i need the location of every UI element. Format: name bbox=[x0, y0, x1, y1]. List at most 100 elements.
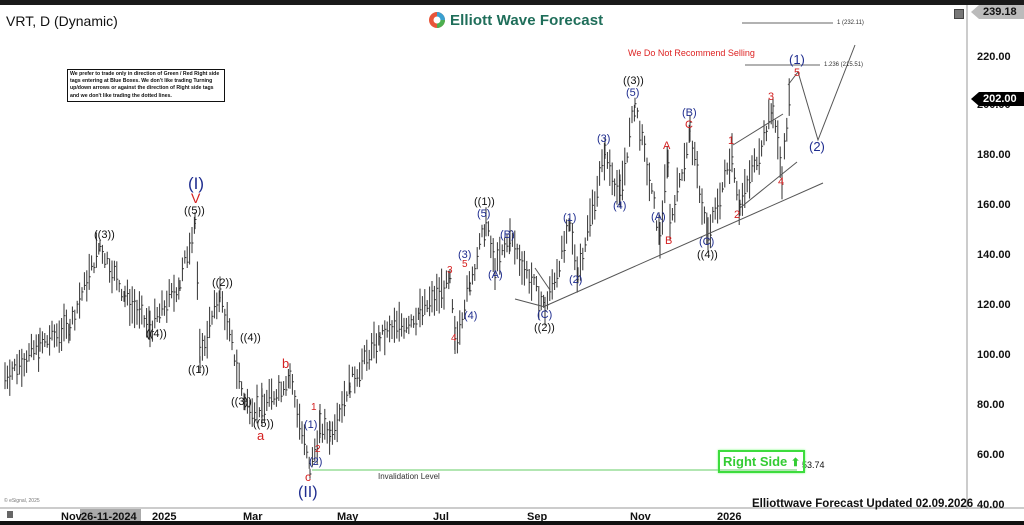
copyright: © eSignal, 2025 bbox=[4, 498, 40, 504]
wave-label: ((5)) bbox=[253, 418, 274, 430]
price-tick: 40.00 bbox=[977, 499, 1005, 511]
wave-label: ((1)) bbox=[474, 196, 495, 208]
chart-settings-icon[interactable] bbox=[954, 9, 964, 19]
calendar-icon[interactable] bbox=[7, 511, 13, 518]
ewf-logo-icon bbox=[429, 12, 445, 28]
wave-label: B bbox=[665, 235, 672, 247]
time-label: Nov bbox=[61, 511, 83, 523]
right-side-tag: Right Side ⬆ bbox=[718, 450, 806, 473]
fib-1236-label: 1.236 (215.51) bbox=[824, 62, 863, 68]
wave-label: (5) bbox=[477, 208, 490, 220]
wave-label: (B) bbox=[682, 107, 697, 119]
axis-top-price-badge: 239.18 bbox=[971, 5, 1024, 19]
wave-label: (4) bbox=[613, 200, 626, 212]
wave-label: (2) bbox=[569, 274, 582, 286]
wave-label: ((4)) bbox=[697, 249, 718, 261]
price-tick: 180.00 bbox=[977, 149, 1011, 161]
wave-label: ((5)) bbox=[184, 205, 205, 217]
time-label: 2025 bbox=[152, 511, 176, 523]
price-tick: 80.00 bbox=[977, 399, 1005, 411]
wave-label: b bbox=[282, 356, 289, 371]
wave-label: 5 bbox=[462, 259, 468, 270]
projection-path bbox=[787, 44, 856, 142]
wave-label: (A) bbox=[651, 211, 666, 223]
wave-label: ((2)) bbox=[534, 322, 555, 334]
wave-label: 1 bbox=[311, 402, 317, 413]
wave-label: (3) bbox=[597, 133, 610, 145]
wave-label: a bbox=[257, 428, 265, 443]
wave-label-V: V bbox=[191, 190, 201, 206]
price-tick: 60.00 bbox=[977, 449, 1005, 461]
wave-label: ((4)) bbox=[146, 328, 167, 340]
wave-labels: ((3)) ((4)) (I) V ((5)) ((1)) ((2)) ((3)… bbox=[94, 52, 825, 501]
wave-label: 4 bbox=[451, 333, 457, 344]
wave-label: 2 bbox=[315, 444, 321, 455]
wave-label: ((3)) bbox=[623, 75, 644, 87]
right-side-label: Right Side bbox=[723, 454, 788, 469]
time-axis[interactable]: Nov 26-11-2024 2025 Mar May Jul Sep Nov … bbox=[61, 509, 741, 523]
wave-label: A bbox=[663, 140, 671, 152]
trendline-base bbox=[542, 182, 824, 308]
wave-label: (5) bbox=[626, 87, 639, 99]
time-label: Nov bbox=[630, 511, 652, 523]
wave-label: 3 bbox=[447, 265, 453, 276]
trendline-wave2-upper bbox=[534, 267, 551, 291]
symbol-title: VRT, D (Dynamic) bbox=[6, 13, 118, 29]
time-label: May bbox=[337, 511, 359, 523]
diagonal-lower-line bbox=[739, 161, 798, 209]
price-axis[interactable]: 220.00 200.00 180.00 160.00 140.00 120.0… bbox=[977, 51, 1011, 511]
diagonal-upper-line bbox=[732, 113, 784, 146]
updated-footer: Elliottwave Forecast Updated 02.09.2026 bbox=[752, 498, 974, 510]
time-label: Sep bbox=[527, 511, 547, 523]
price-chart[interactable]: 220.00 200.00 180.00 160.00 140.00 120.0… bbox=[0, 5, 1024, 525]
price-tick: 120.00 bbox=[977, 299, 1011, 311]
no-sell-warning: We Do Not Recommend Selling bbox=[628, 48, 755, 58]
window-bottom-border bbox=[0, 521, 1024, 525]
wave-label: 2 bbox=[734, 209, 740, 221]
disclaimer-box: We prefer to trade only in direction of … bbox=[67, 69, 225, 102]
fib-1-label: 1 (232.11) bbox=[837, 20, 864, 26]
wave-label: 3 bbox=[768, 91, 774, 103]
wave-label: (4) bbox=[464, 310, 477, 322]
wave-label: ((2)) bbox=[212, 277, 233, 289]
invalidation-label: Invalidation Level bbox=[378, 472, 440, 481]
price-tick: 160.00 bbox=[977, 199, 1011, 211]
wave-label-II: (II) bbox=[298, 484, 318, 501]
price-tick: 220.00 bbox=[977, 51, 1011, 63]
last-price-badge: 202.00 bbox=[971, 92, 1024, 106]
trendline-wave2-lower bbox=[514, 298, 546, 308]
wave-label: c bbox=[305, 470, 311, 484]
trend-lines bbox=[514, 44, 856, 308]
wave-label-I: (I) bbox=[188, 174, 204, 193]
price-tick: 140.00 bbox=[977, 249, 1011, 261]
wave-label: (2) bbox=[809, 139, 825, 154]
crosshair-date-highlight bbox=[80, 509, 141, 522]
brand-logo: Elliott Wave Forecast bbox=[428, 11, 603, 29]
crosshair-date-label: 26-11-2024 bbox=[81, 511, 138, 523]
wave-label: (B) bbox=[500, 229, 515, 241]
wave-label: ((1)) bbox=[188, 364, 209, 376]
wave-label: C bbox=[685, 119, 693, 131]
wave-label: (3) bbox=[458, 249, 471, 261]
wave-label: (1) bbox=[563, 212, 576, 224]
price-tick: 100.00 bbox=[977, 349, 1011, 361]
invalidation-value: 53.74 bbox=[802, 460, 825, 470]
wave-label: (C) bbox=[699, 236, 714, 248]
wave-label: ((3)) bbox=[94, 229, 115, 241]
up-arrow-icon: ⬆ bbox=[790, 457, 801, 469]
wave-label: (2) bbox=[309, 456, 322, 468]
wave-label: 5 bbox=[794, 67, 800, 79]
brand-name: Elliott Wave Forecast bbox=[450, 11, 604, 29]
wave-label: (A) bbox=[488, 269, 503, 281]
time-label: Mar bbox=[243, 511, 263, 523]
wave-label: ((3)) bbox=[231, 396, 252, 408]
wave-label: (1) bbox=[304, 419, 317, 431]
wave-label: (C) bbox=[537, 309, 552, 321]
wave-label: 4 bbox=[778, 176, 784, 188]
ohlc-bars bbox=[4, 78, 791, 479]
wave-label: (1) bbox=[789, 52, 805, 67]
window-top-border bbox=[0, 0, 1024, 5]
chart-frame: 220.00 200.00 180.00 160.00 140.00 120.0… bbox=[0, 5, 1024, 525]
wave-label: ((4)) bbox=[240, 332, 261, 344]
time-label: Jul bbox=[433, 511, 449, 523]
